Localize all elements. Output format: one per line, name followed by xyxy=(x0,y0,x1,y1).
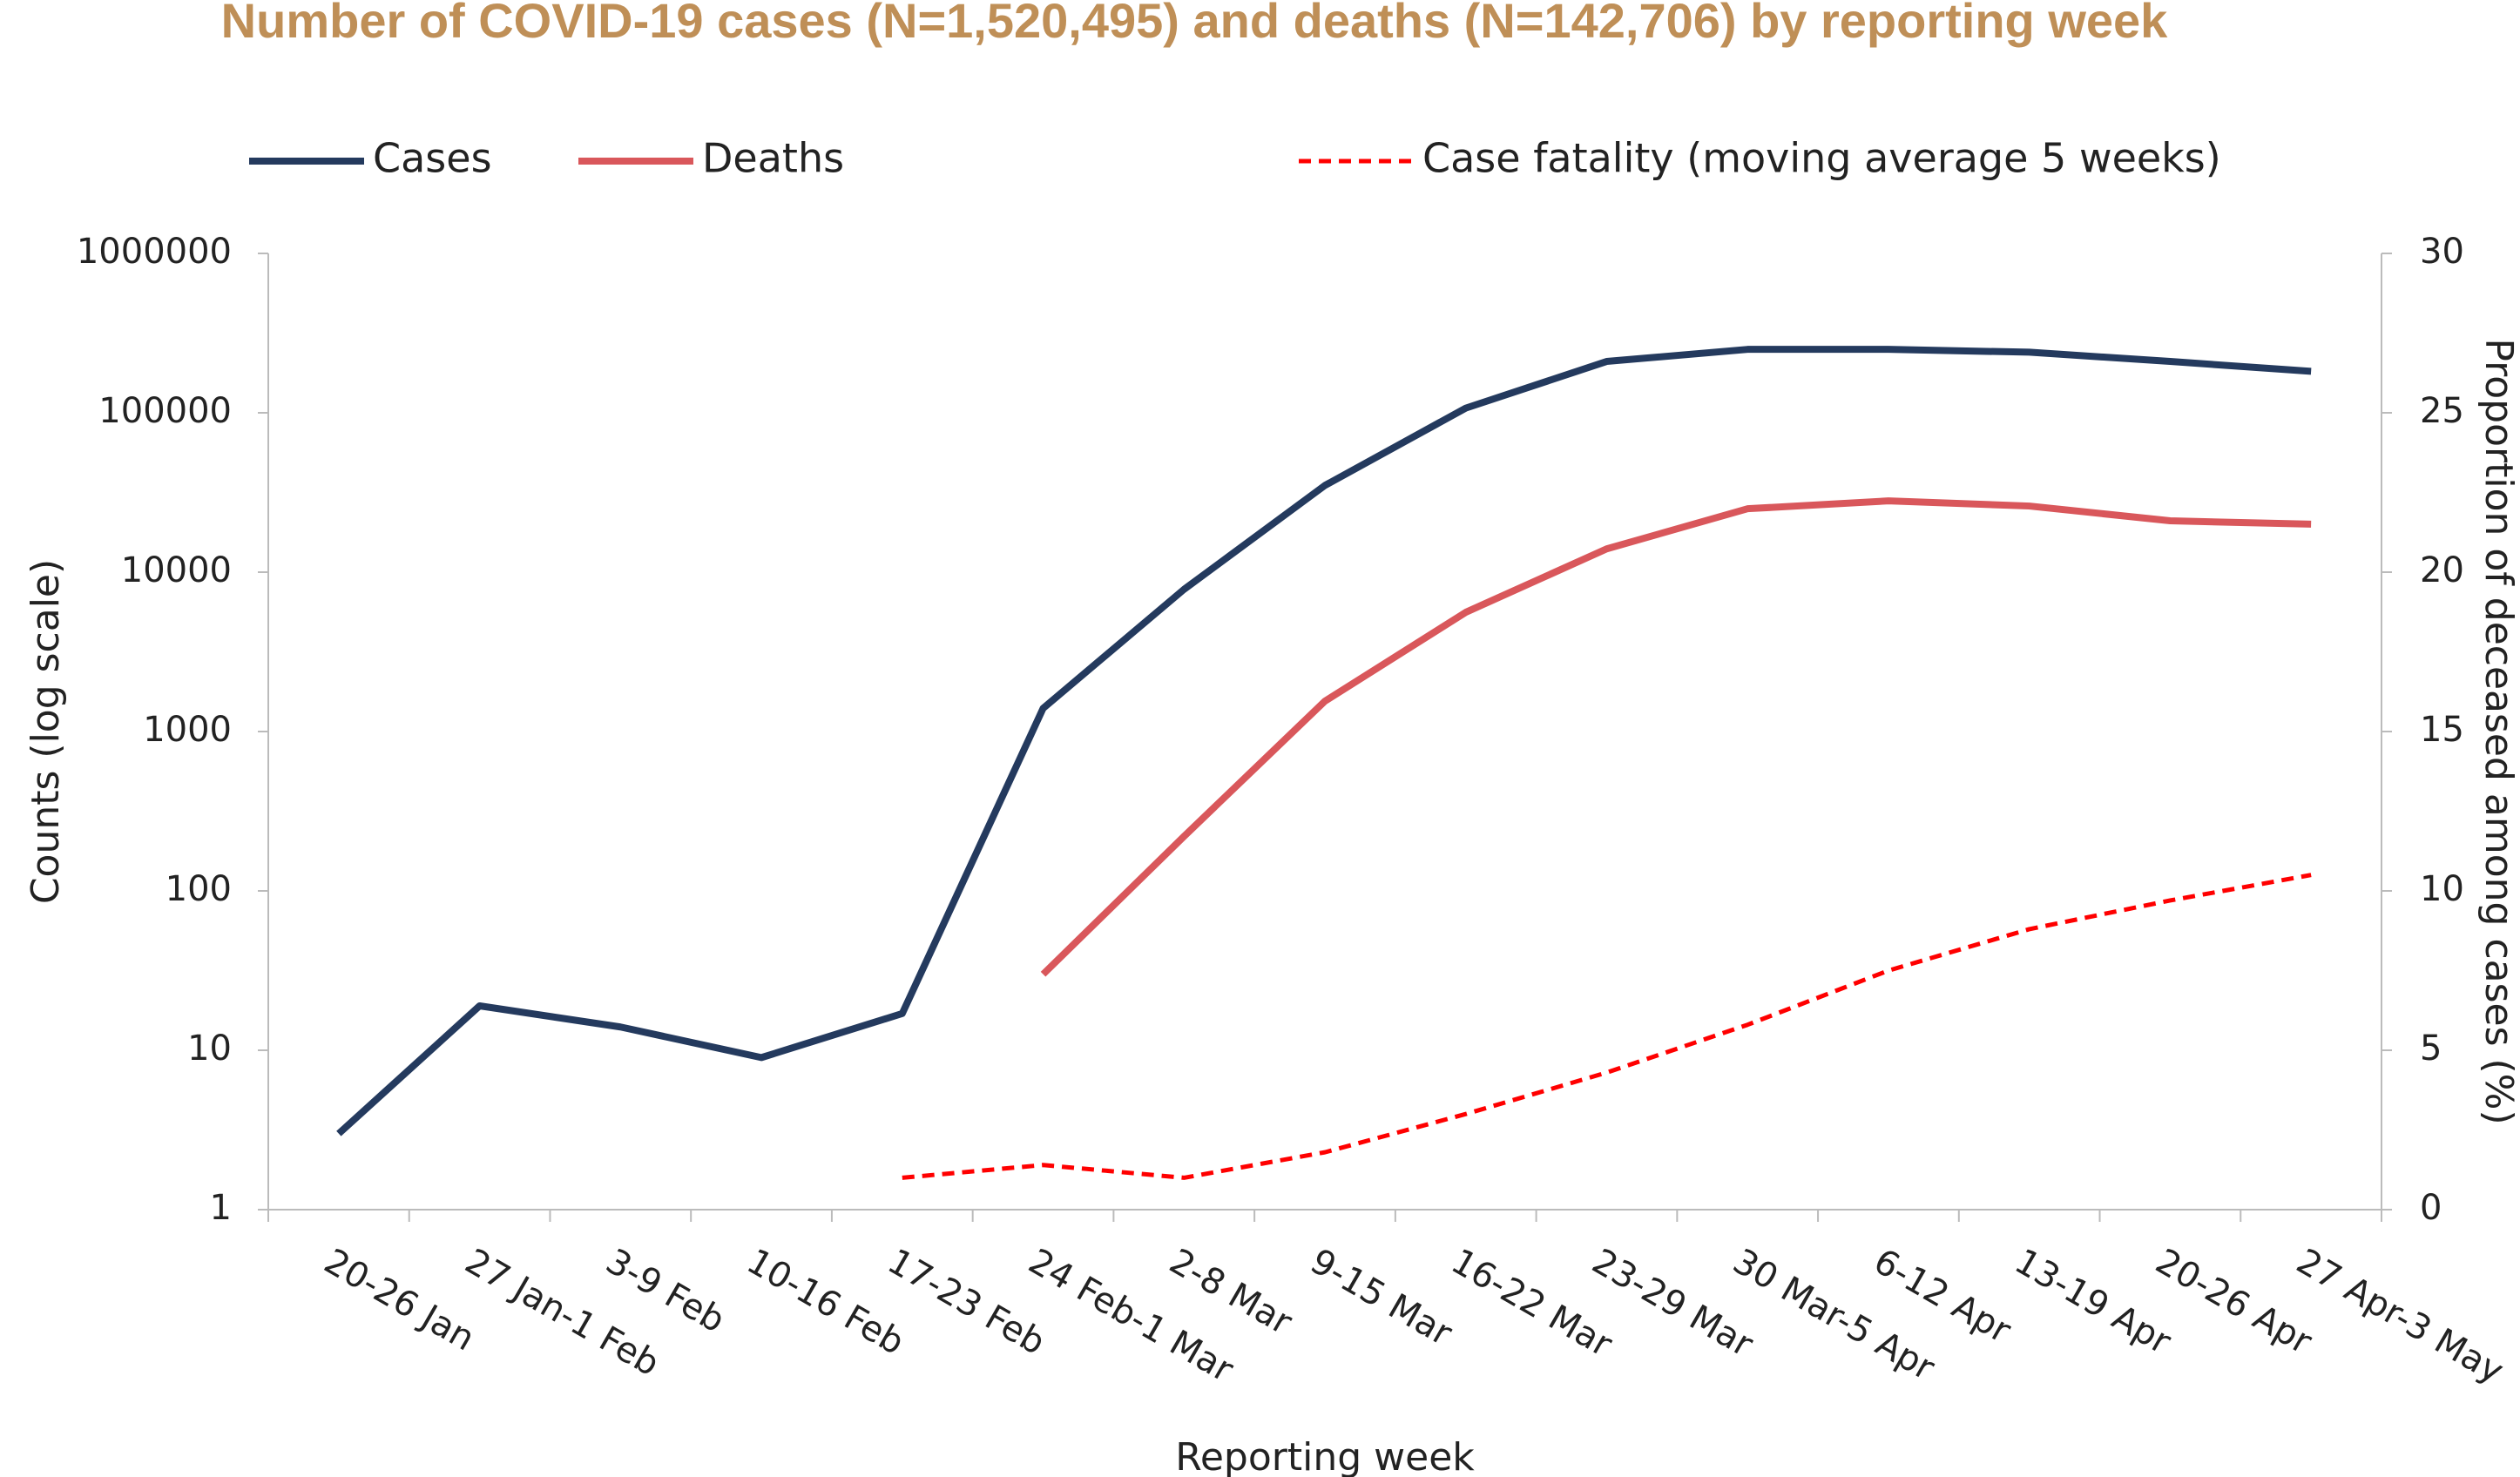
y-tick-label: 10000 xyxy=(121,550,232,590)
x-tick-label: 20-26 Jan xyxy=(317,1241,481,1359)
y2-tick-label: 5 xyxy=(2420,1029,2442,1069)
series-line xyxy=(1040,497,2312,977)
x-tick-label: 16-22 Mar xyxy=(1444,1241,1619,1365)
x-tick-label: 20-26 Apr xyxy=(2149,1241,2319,1362)
x-tick-label: 27 Apr-3 May xyxy=(2290,1241,2510,1392)
chart-title: Number of COVID-19 cases (N=1,520,495) a… xyxy=(221,0,2168,48)
x-tick-label: 13-19 Apr xyxy=(2008,1241,2178,1362)
y-tick-label: 100 xyxy=(166,869,232,909)
y2-axis-title: Proportion of deceased among cases (%) xyxy=(2476,338,2520,1124)
x-tick-label: 17-23 Feb xyxy=(881,1241,1051,1363)
y2-tick-label: 25 xyxy=(2420,391,2464,431)
legend-label: Case fatality (moving average 5 weeks) xyxy=(1422,135,2221,182)
x-tick-label: 9-15 Mar xyxy=(1304,1241,1459,1354)
y2-tick-label: 30 xyxy=(2420,232,2464,272)
x-axis-title: Reporting week xyxy=(1175,1435,1475,1477)
x-tick-label: 10-16 Feb xyxy=(740,1241,911,1363)
y2-tick-label: 15 xyxy=(2420,710,2464,750)
y2-tick-label: 0 xyxy=(2420,1188,2442,1228)
y-tick-label: 1000000 xyxy=(77,232,232,272)
legend-label: Cases xyxy=(373,135,492,182)
series-line xyxy=(902,873,2312,1180)
series-line xyxy=(336,346,2312,1136)
y-axis-title: Counts (log scale) xyxy=(24,559,68,904)
y-tick-label: 100000 xyxy=(98,391,232,431)
y2-tick-label: 10 xyxy=(2420,869,2464,909)
x-tick-label: 23-29 Mar xyxy=(1585,1241,1760,1365)
y-tick-label: 1000 xyxy=(143,710,232,750)
y2-tick-label: 20 xyxy=(2420,550,2464,590)
y-tick-label: 1 xyxy=(210,1188,232,1228)
y-tick-label: 10 xyxy=(187,1029,232,1069)
legend-label: Deaths xyxy=(702,135,844,182)
